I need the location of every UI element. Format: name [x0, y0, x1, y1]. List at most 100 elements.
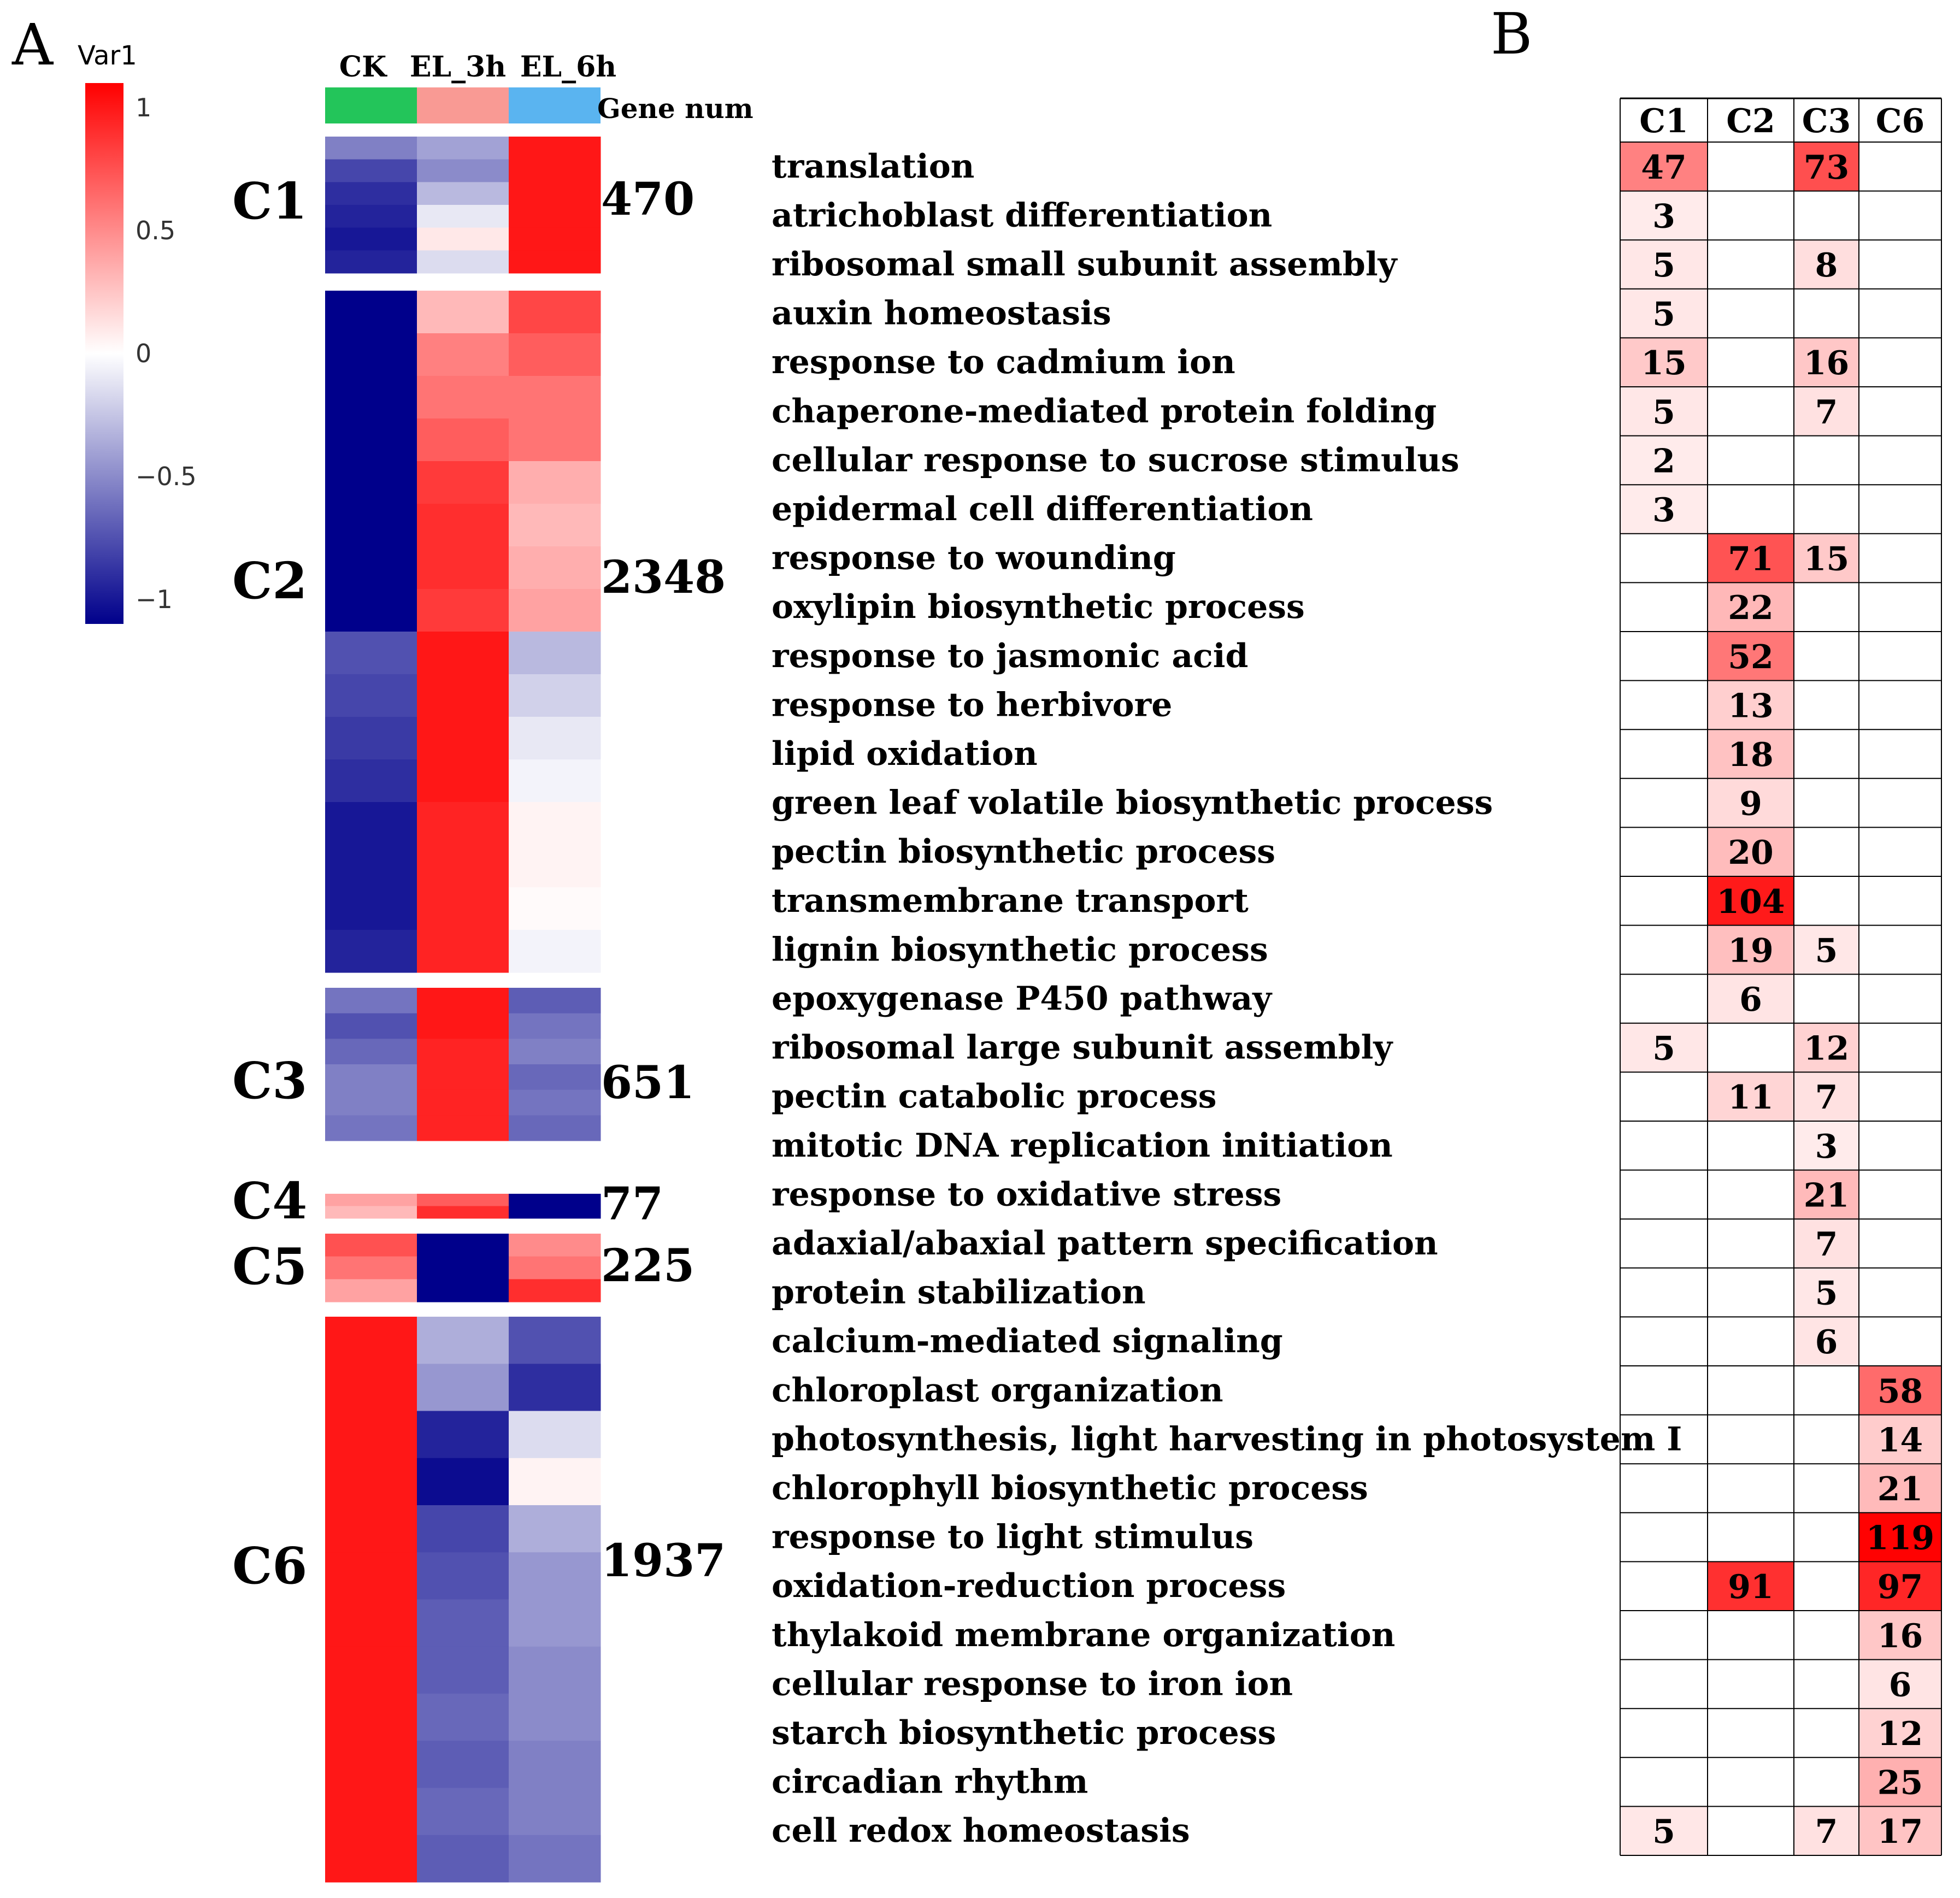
heatmap-cell	[509, 333, 601, 376]
cluster-gene-num: 77	[601, 1178, 663, 1230]
heatmap-cell	[509, 1013, 601, 1039]
heatmap-cell	[509, 1364, 601, 1411]
heatmap-cell	[325, 333, 417, 376]
go-term-label: auxin homeostasis	[772, 294, 1111, 333]
panel-a-label: A	[11, 11, 54, 78]
table-row: pectin catabolic process 11 7	[772, 1072, 1859, 1121]
heatmap-cell	[509, 1206, 601, 1219]
cluster-label: C4	[232, 1171, 307, 1230]
heatmap-cell	[509, 632, 601, 675]
heatmap-cell	[325, 845, 417, 888]
table-cell-fill	[1794, 1023, 1859, 1072]
table-row: cellular response to sucrose stimulus 2	[772, 435, 1708, 485]
go-term-label: ribosomal small subunit assembly	[772, 245, 1398, 284]
heatmap-cell	[417, 250, 509, 274]
table-cell-value: 18	[1728, 736, 1774, 774]
table-cell-value: 12	[1877, 1715, 1923, 1753]
heatmap-cell	[417, 227, 509, 251]
table-row: response to jasmonic acid 52	[772, 632, 1794, 681]
heatmap-cell	[509, 250, 601, 274]
heatmap-cell	[509, 1505, 601, 1553]
heatmap-cell	[325, 930, 417, 973]
heatmap-cell	[509, 205, 601, 228]
table-cell-fill	[1708, 1561, 1794, 1611]
table-cell-value: 5	[1652, 1030, 1675, 1068]
heatmap-cell	[325, 376, 417, 419]
heatmap-cell	[417, 205, 509, 228]
heatmap-cell	[509, 1039, 601, 1065]
go-term-label: pectin biosynthetic process	[772, 833, 1275, 871]
table-cell-fill	[1859, 1512, 1941, 1562]
heatmap-cell	[509, 988, 601, 1014]
go-term-label: response to cadmium ion	[772, 343, 1235, 381]
heatmap-cell	[417, 759, 509, 803]
heatmap-cell	[509, 930, 601, 973]
go-term-label: response to herbivore	[772, 686, 1172, 724]
heatmap-cell	[509, 1552, 601, 1600]
table-cell-fill	[1620, 288, 1708, 338]
table-column-headers: C1 C2 C3 C6	[1639, 102, 1924, 140]
heatmap-cell	[509, 1234, 601, 1257]
heatmap-cell	[325, 717, 417, 760]
heatmap-cell	[325, 1115, 417, 1141]
heatmap-cell	[325, 1788, 417, 1836]
heatmap-cell	[509, 1835, 601, 1883]
table-cell-value: 19	[1728, 932, 1774, 970]
column-header-ck: CK	[339, 50, 387, 84]
heatmap-cell	[417, 1206, 509, 1219]
heatmap-cell	[509, 674, 601, 717]
heatmap-cell	[417, 1411, 509, 1459]
heatmap-cell	[325, 546, 417, 590]
table-cell-fill	[1859, 1806, 1941, 1855]
cluster-c5: C5 225	[232, 1234, 694, 1302]
heatmap-cell	[325, 1256, 417, 1280]
heatmap: C1 470 C2 2348 C3 651 C4 77 C5 225 C6 1937	[232, 137, 726, 1883]
go-term-label: epidermal cell differentiation	[772, 490, 1313, 528]
heatmap-cell	[325, 1039, 417, 1065]
table-cell-value: 21	[1804, 1176, 1850, 1215]
table-cell-value: 3	[1652, 197, 1675, 235]
heatmap-cell	[509, 376, 601, 419]
heatmap-cell	[509, 1317, 601, 1364]
table-cell-fill	[1708, 632, 1794, 681]
heatmap-cell	[325, 674, 417, 717]
table-row: chloroplast organization 58	[772, 1366, 1941, 1415]
cluster-label: C1	[232, 172, 307, 231]
table-grid	[1620, 97, 1942, 1856]
table-row: thylakoid membrane organization 16	[772, 1611, 1941, 1660]
table-header-c2: C2	[1726, 102, 1775, 140]
table-cell-fill	[1794, 1072, 1859, 1121]
table-cell-value: 97	[1877, 1568, 1923, 1606]
heatmap-cell	[509, 1599, 601, 1647]
table-row: translation 47 73	[772, 142, 1859, 191]
table-cell-fill	[1859, 1659, 1941, 1709]
table-row: atrichoblast differentiation 3	[772, 191, 1708, 240]
legend-tick-label: 1	[136, 93, 151, 122]
heatmap-cell	[325, 1552, 417, 1600]
legend-tick-label: 0.5	[136, 216, 175, 245]
heatmap-column-headers: CK EL_3h EL_6h	[325, 50, 616, 123]
heatmap-cell	[417, 1458, 509, 1506]
table-row: cellular response to iron ion 6	[772, 1659, 1941, 1709]
go-term-label: green leaf volatile biosynthetic process	[772, 784, 1493, 822]
cluster-gene-num: 1937	[601, 1535, 726, 1587]
cluster-gene-num: 225	[601, 1240, 694, 1292]
legend-ticks: 1 0.5 0 −0.5 −1	[136, 93, 197, 614]
heatmap-cell	[417, 1364, 509, 1411]
legend-tick-label: −0.5	[136, 462, 197, 491]
table-cell-value: 5	[1652, 393, 1675, 432]
heatmap-cell	[417, 137, 509, 160]
table-cell-fill	[1859, 1757, 1941, 1807]
go-term-label: ribosomal large subunit assembly	[772, 1029, 1393, 1067]
heatmap-cell	[417, 1505, 509, 1553]
heatmap-cell	[417, 1194, 509, 1206]
heatmap-cell	[509, 1694, 601, 1741]
table-cell-fill	[1708, 1072, 1794, 1121]
table-cell-fill	[1708, 827, 1794, 876]
heatmap-cell	[509, 546, 601, 590]
table-row: lipid oxidation 18	[772, 729, 1794, 779]
table-cell-fill	[1708, 680, 1794, 730]
heatmap-cell	[509, 1458, 601, 1506]
panel-b-label: B	[1491, 1, 1532, 67]
heatmap-cell	[509, 1741, 601, 1788]
